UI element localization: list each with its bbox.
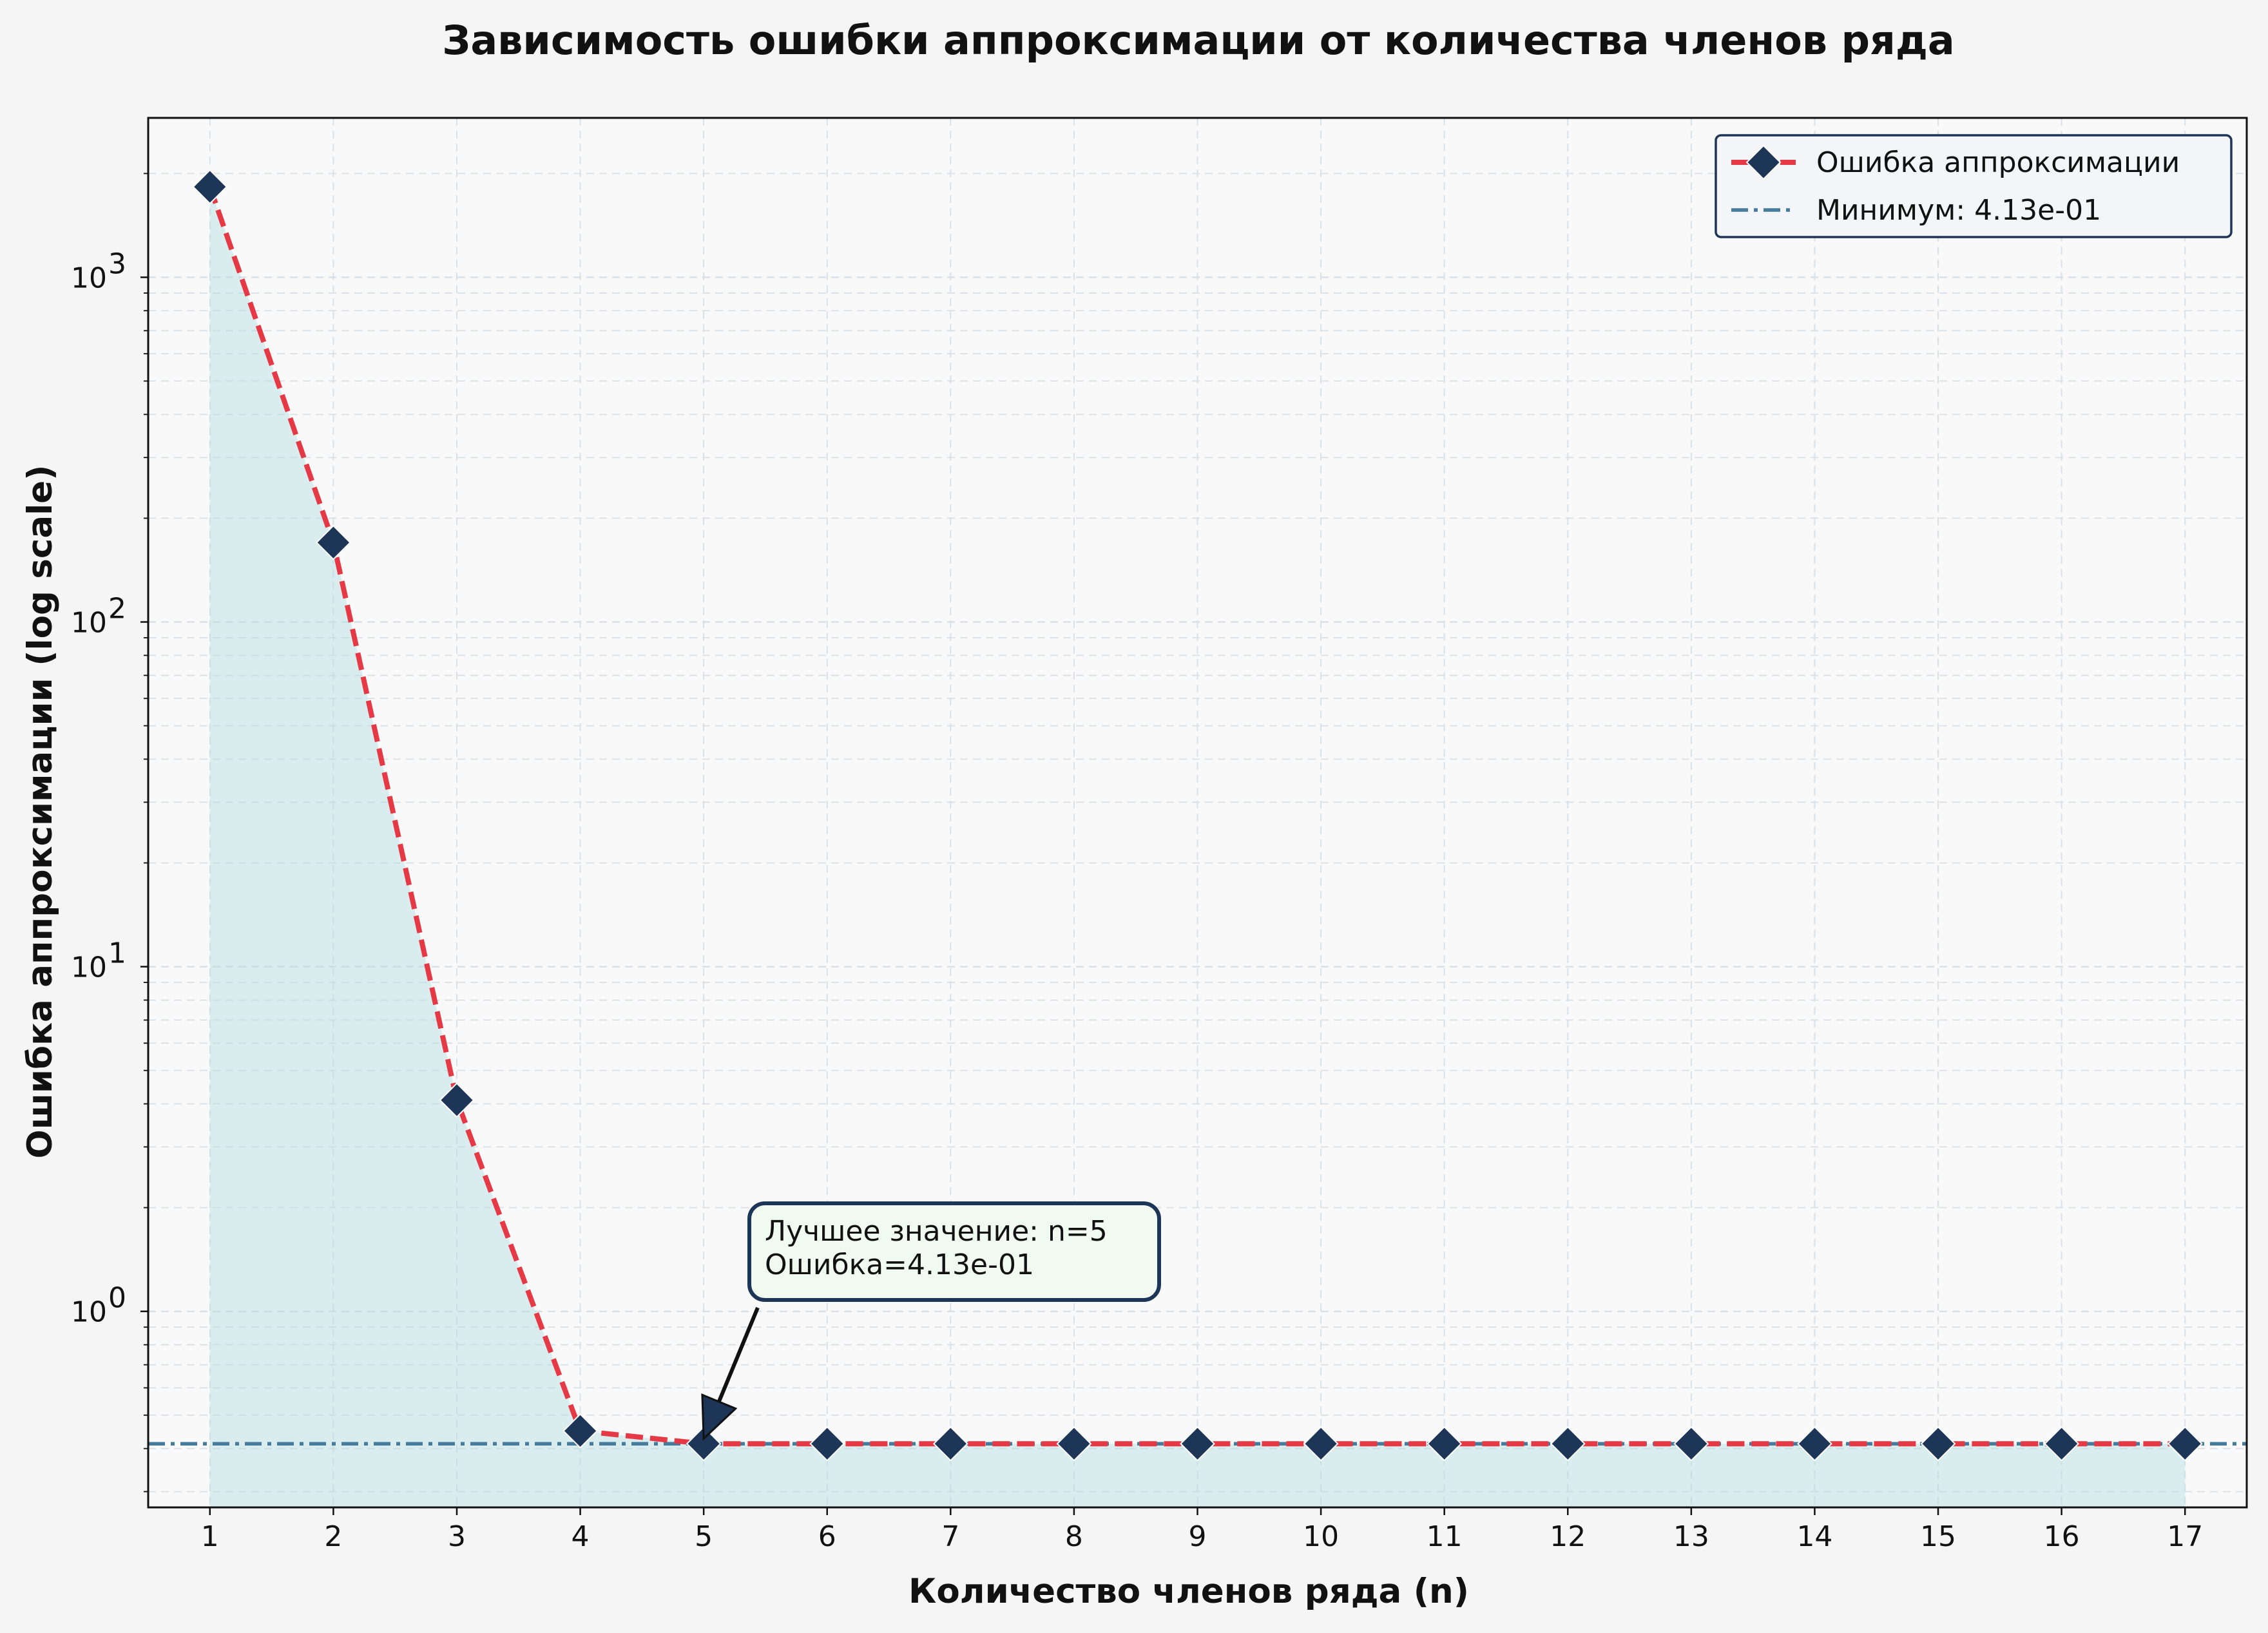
data-point-marker xyxy=(809,1426,845,1462)
series-markers xyxy=(192,169,2203,1462)
y-tick-label: 10 xyxy=(71,1296,107,1329)
x-tick-label: 1 xyxy=(201,1520,219,1553)
x-tick-label: 5 xyxy=(695,1520,713,1553)
plot-background xyxy=(148,118,2247,1507)
x-tick-label: 13 xyxy=(1673,1520,1709,1553)
y-axis-label: Ошибка аппроксимации (log scale) xyxy=(21,465,60,1159)
x-tick-label: 11 xyxy=(1427,1520,1463,1553)
data-point-marker xyxy=(562,1413,598,1449)
x-tick-label: 4 xyxy=(572,1520,590,1553)
x-tick-label: 6 xyxy=(818,1520,836,1553)
y-tick-exponent: 2 xyxy=(108,593,126,626)
annotation-text-line: Ошибка=4.13e-01 xyxy=(765,1248,1034,1281)
data-point-marker xyxy=(686,1426,722,1462)
legend-series-marker xyxy=(1745,144,1782,180)
annotation-text-line: Лучшее значение: n=5 xyxy=(765,1215,1108,1248)
legend-reference-label: Минимум: 4.13e-01 xyxy=(1816,194,2101,227)
x-tick-label: 7 xyxy=(941,1520,959,1553)
x-tick-label: 15 xyxy=(1920,1520,1956,1553)
area-fill xyxy=(209,186,2186,1508)
annotation-arrow-head xyxy=(701,1393,738,1441)
x-tick-label: 12 xyxy=(1550,1520,1586,1553)
x-tick-label: 9 xyxy=(1189,1520,1207,1553)
y-tick-label: 10 xyxy=(71,607,107,640)
y-tick-exponent: 0 xyxy=(108,1282,126,1315)
data-point-marker xyxy=(439,1082,475,1118)
annotation-arrow-shaft xyxy=(717,1306,760,1403)
x-axis-ticks: 1 2 3 4 5 6 7 8 9 10 11 12 13 14 15 16 17 xyxy=(201,1507,2203,1553)
data-fill xyxy=(209,186,2186,1508)
grid-lines xyxy=(148,118,2247,1507)
data-point-marker xyxy=(192,169,228,205)
data-point-marker xyxy=(1180,1426,1215,1462)
y-tick-label: 10 xyxy=(71,262,107,294)
data-point-marker xyxy=(315,524,351,560)
y-tick-label: 10 xyxy=(71,951,107,984)
data-point-marker xyxy=(1550,1426,1586,1462)
data-point-marker xyxy=(2167,1426,2203,1462)
x-tick-label: 14 xyxy=(1796,1520,1832,1553)
data-point-marker xyxy=(1056,1426,1092,1462)
data-point-marker xyxy=(932,1426,968,1462)
legend-series-label: Ошибка аппроксимации xyxy=(1816,146,2180,179)
annotation-box xyxy=(747,1201,1161,1302)
y-tick-exponent: 3 xyxy=(108,247,126,280)
y-tick-exponent: 1 xyxy=(108,937,126,970)
legend: Ошибка аппроксимации Минимум: 4.13e-01 xyxy=(1715,134,2233,238)
x-tick-label: 10 xyxy=(1303,1520,1339,1553)
x-tick-label: 17 xyxy=(2167,1520,2203,1553)
data-point-marker xyxy=(1673,1426,1709,1462)
data-point-marker xyxy=(2044,1426,2080,1462)
data-point-marker xyxy=(1920,1426,1956,1462)
data-point-marker xyxy=(1427,1426,1463,1462)
legend-box xyxy=(1715,134,2233,238)
data-point-marker xyxy=(1303,1426,1339,1462)
x-tick-label: 3 xyxy=(448,1520,466,1553)
x-tick-label: 8 xyxy=(1065,1520,1083,1553)
x-tick-label: 2 xyxy=(324,1520,342,1553)
x-axis-label: Количество членов ряда (n) xyxy=(908,1572,1469,1611)
chart-title: Зависимость ошибки аппроксимации от коли… xyxy=(442,17,1954,64)
data-point-marker xyxy=(1797,1426,1832,1462)
x-tick-label: 16 xyxy=(2044,1520,2080,1553)
